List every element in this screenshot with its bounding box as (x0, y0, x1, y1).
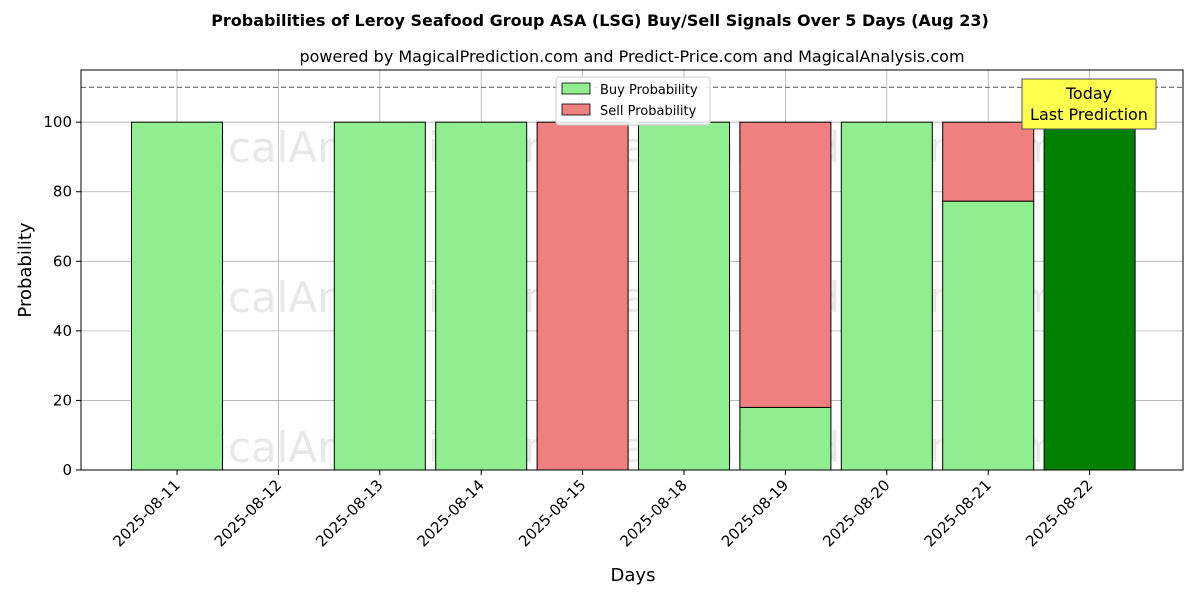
annotation-line2: Last Prediction (1030, 105, 1148, 124)
y-tick-label: 60 (53, 252, 72, 270)
bars-layer (131, 121, 1136, 471)
annotation-box (1021, 78, 1157, 130)
bar-buy (1043, 121, 1136, 471)
bar-sell (942, 121, 1035, 202)
legend-label-sell: Sell Probability (600, 104, 697, 119)
y-tick-label: 20 (53, 391, 72, 409)
annotation-line1: Today (1065, 84, 1112, 103)
legend: Buy Probability Sell Probability (555, 76, 711, 126)
x-tick-label: 2025-08-20 (819, 476, 893, 550)
y-tick-label: 80 (53, 183, 72, 201)
x-tick-label: 2025-08-22 (1022, 476, 1096, 550)
bar-buy (840, 121, 933, 471)
legend-box (555, 76, 711, 126)
bar-sell (536, 121, 629, 471)
legend-swatch-buy (561, 82, 591, 95)
bar-buy (435, 121, 528, 471)
y-tick-label: 0 (62, 461, 72, 479)
x-tick-label: 2025-08-12 (211, 476, 285, 550)
chart-subtitle: powered by MagicalPrediction.com and Pre… (299, 47, 964, 66)
x-tick-label: 2025-08-14 (414, 476, 488, 550)
bar-sell (739, 121, 832, 408)
y-ticks: 0 20 40 60 80 100 (43, 113, 81, 479)
bar-buy (942, 200, 1035, 471)
legend-label-buy: Buy Probability (600, 83, 698, 98)
bar-buy (131, 121, 223, 471)
x-tick-label: 2025-08-21 (921, 476, 995, 550)
legend-swatch-sell (561, 103, 591, 116)
plot-frame (80, 69, 1184, 471)
x-tick-label: 2025-08-18 (616, 476, 690, 550)
y-tick-label: 100 (43, 113, 72, 131)
bar-buy (333, 121, 426, 471)
x-axis-label: Days (611, 565, 656, 586)
x-tick-label: 2025-08-13 (312, 476, 386, 550)
bar-buy (739, 406, 832, 471)
x-tick-label: 2025-08-11 (109, 476, 183, 550)
x-tick-label: 2025-08-19 (718, 476, 792, 550)
x-ticks: 2025-08-11 2025-08-12 2025-08-13 2025-08-14… (109, 470, 1096, 550)
x-tick-label: 2025-08-15 (515, 476, 589, 550)
y-axis-label: Probability (15, 222, 36, 317)
y-tick-label: 40 (53, 322, 72, 340)
chart-title: Probabilities of Leroy Seafood Group ASA… (211, 11, 989, 30)
today-annotation: Today Last Prediction (1021, 78, 1157, 130)
bar-buy (638, 121, 730, 471)
